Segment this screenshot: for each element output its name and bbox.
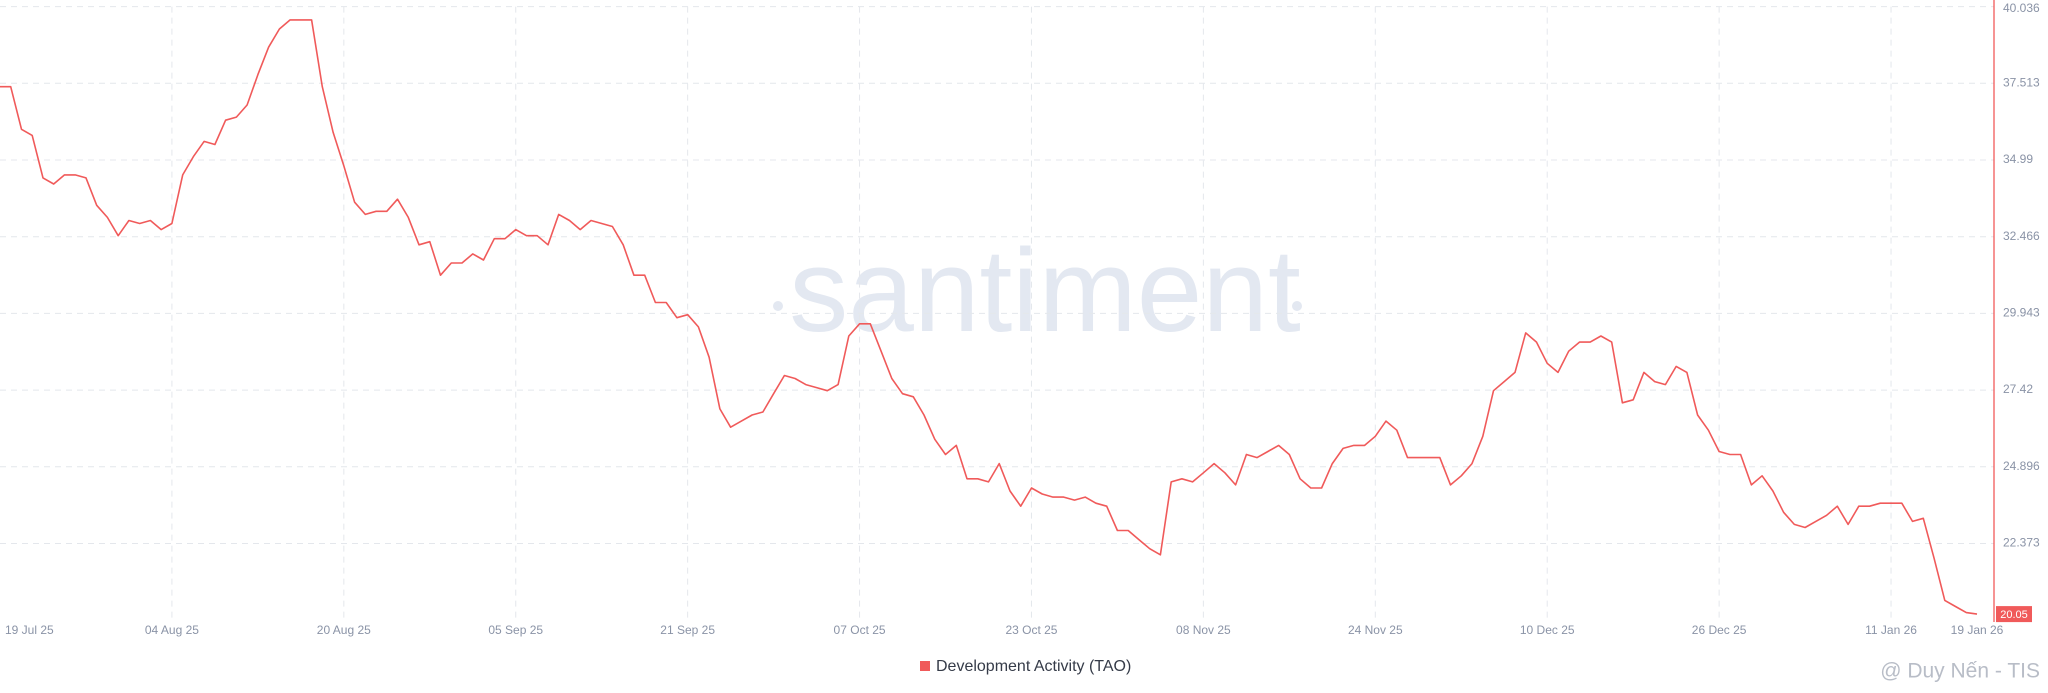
y-tick-label: 37.513 xyxy=(2003,75,2040,89)
y-tick-label: 34.99 xyxy=(2003,152,2033,166)
watermark-dot xyxy=(773,301,783,311)
y-tick-label: 22.373 xyxy=(2003,536,2040,550)
x-tick-label: 21 Sep 25 xyxy=(660,623,715,637)
x-tick-label: 05 Sep 25 xyxy=(488,623,543,637)
x-tick-label: 10 Dec 25 xyxy=(1520,623,1575,637)
legend: Development Activity (TAO) xyxy=(920,658,1131,675)
x-tick-label: 19 Jan 26 xyxy=(1951,623,2004,637)
x-tick-label: 04 Aug 25 xyxy=(145,623,199,637)
last-value-box xyxy=(1996,606,2032,623)
x-tick-label: 20 Aug 25 xyxy=(317,623,371,637)
y-tick-label: 32.466 xyxy=(2003,229,2040,243)
x-tick-label: 23 Oct 25 xyxy=(1005,623,1057,637)
x-tick-label: 07 Oct 25 xyxy=(834,623,886,637)
last-value-label: 20.05 xyxy=(2000,609,2028,621)
series-line xyxy=(0,19,1978,615)
y-tick-label: 27.42 xyxy=(2003,382,2033,396)
watermark-dot xyxy=(1292,301,1302,311)
credit: @ Duy Nến - TIS xyxy=(1880,660,2040,683)
x-tick-label: 08 Nov 25 xyxy=(1176,623,1231,637)
x-tick-label: 19 Jul 25 xyxy=(5,623,54,637)
watermark-text: santiment xyxy=(789,225,1301,357)
x-tick-label: 24 Nov 25 xyxy=(1348,623,1403,637)
legend-swatch xyxy=(920,661,930,671)
y-tick-label: 29.943 xyxy=(2003,306,2040,320)
x-tick-label: 26 Dec 25 xyxy=(1692,623,1747,637)
legend-label: Development Activity (TAO) xyxy=(936,658,1131,675)
y-tick-label: 40.036 xyxy=(2003,1,2040,15)
y-tick-label: 24.896 xyxy=(2003,459,2040,473)
watermark: santiment xyxy=(773,225,1302,357)
x-tick-label: 11 Jan 26 xyxy=(1865,623,1917,637)
